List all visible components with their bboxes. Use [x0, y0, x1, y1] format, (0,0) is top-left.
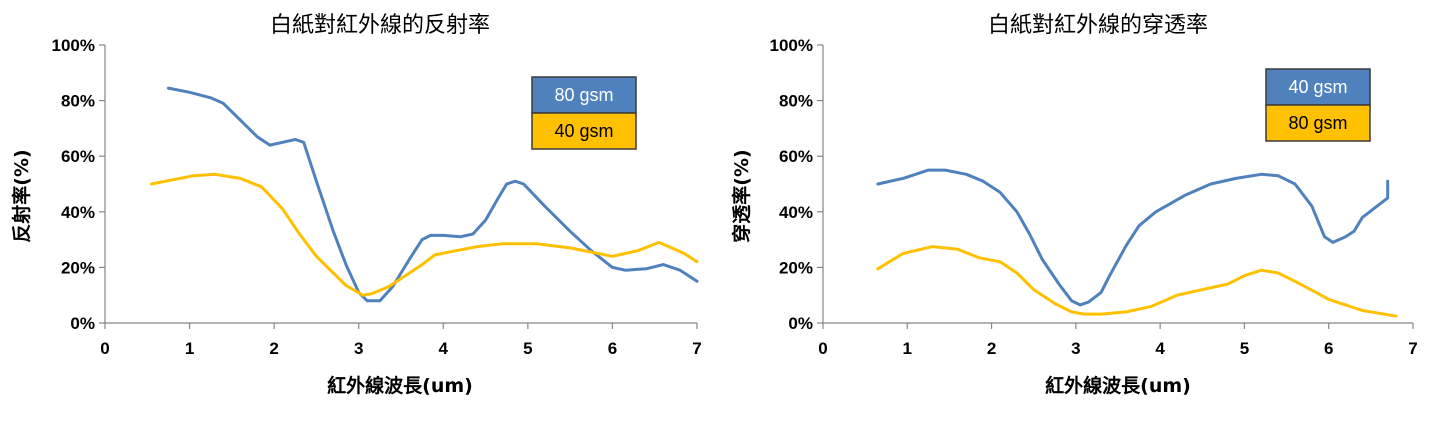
x-tick-label: 3 — [354, 339, 363, 358]
y-tick-label: 20% — [61, 258, 95, 277]
x-tick-label: 7 — [1408, 339, 1417, 358]
y-tick-label: 100% — [52, 36, 95, 55]
y-tick-label: 20% — [779, 258, 813, 277]
y-tick-label: 80% — [779, 92, 813, 111]
chart-2: 白紙對紅外線的穿透率 0% 20% 40% 60% 80% 100% 0 1 2 3 4 5 6 7 紅外線波… — [730, 13, 1418, 397]
y-tick-label: 0% — [70, 314, 95, 333]
legend-label: 40 gsm — [554, 121, 613, 141]
x-tick-label: 4 — [1155, 339, 1165, 358]
x-tick-label: 5 — [523, 339, 532, 358]
legend-box — [531, 112, 637, 150]
y-tick-label: 100% — [770, 36, 813, 55]
y-axis-label: 穿透率(%) — [730, 149, 753, 242]
legend-box — [531, 76, 637, 114]
y-tick-label: 40% — [61, 203, 95, 222]
legend-label: 80 gsm — [554, 85, 613, 105]
series-line-80-gsm — [876, 245, 1398, 318]
x-tick-label: 2 — [269, 339, 278, 358]
x-tick-label: 1 — [903, 339, 912, 358]
x-tick-label: 6 — [608, 339, 617, 358]
series-line-40-gsm — [876, 168, 1390, 307]
x-axis-label: 紅外線波長(um) — [1045, 374, 1191, 397]
legend-label: 80 gsm — [1288, 113, 1347, 133]
x-tick-label: 0 — [818, 339, 827, 358]
legend-box — [1265, 104, 1371, 142]
y-tick-label: 80% — [61, 92, 95, 111]
x-tick-label: 1 — [185, 339, 194, 358]
x-axis-label: 紅外線波長(um) — [327, 374, 473, 397]
y-tick-label: 0% — [788, 314, 813, 333]
x-tick-label: 4 — [439, 339, 449, 358]
x-tick-label: 3 — [1071, 339, 1080, 358]
y-tick-label: 40% — [779, 203, 813, 222]
chart-1: 白紙對紅外線的反射率 0% 20% 40% 60% 80% 100% 0 1 2 3 4 5 6 7 紅外線波… — [10, 13, 702, 397]
x-tick-label: 5 — [1240, 339, 1249, 358]
y-tick-label: 60% — [61, 147, 95, 166]
x-tick-label: 7 — [692, 339, 701, 358]
x-tick-label: 6 — [1324, 339, 1333, 358]
legend-label: 40 gsm — [1288, 77, 1347, 97]
x-tick-label: 0 — [100, 339, 109, 358]
y-axis-label: 反射率(%) — [10, 149, 33, 242]
chart-title: 白紙對紅外線的穿透率 — [988, 13, 1208, 38]
series-line-40-gsm — [150, 172, 699, 297]
x-tick-label: 2 — [987, 339, 996, 358]
chart-title: 白紙對紅外線的反射率 — [270, 13, 490, 38]
y-tick-label: 60% — [779, 147, 813, 166]
